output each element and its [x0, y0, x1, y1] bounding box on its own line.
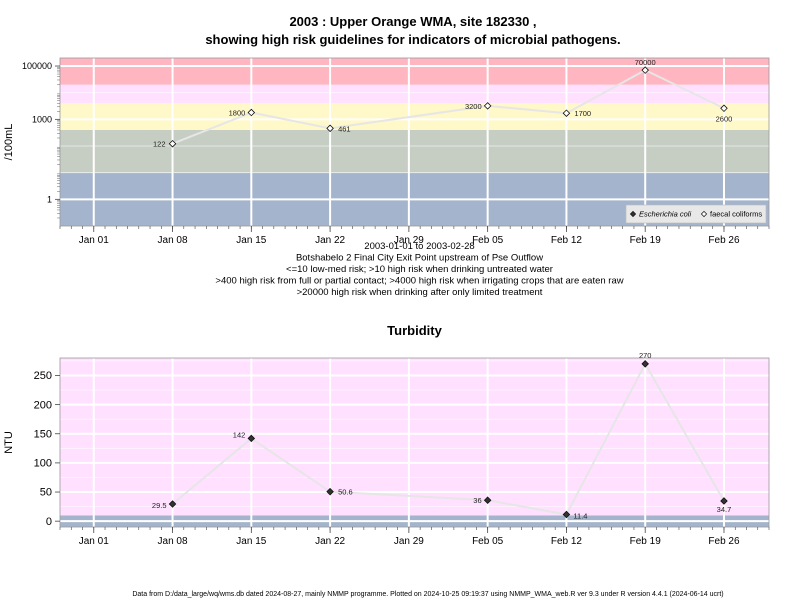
data-point — [641, 66, 649, 74]
data-point — [720, 104, 728, 113]
risk-band — [60, 84, 769, 104]
y-tick-label: 150 — [34, 428, 52, 440]
caption-line: >400 high risk from full or partial cont… — [215, 276, 623, 287]
legend-marker — [700, 210, 708, 218]
risk-band — [60, 129, 769, 173]
y-tick-label: 200 — [34, 399, 52, 411]
data-label: 270 — [639, 351, 652, 360]
data-point — [641, 360, 649, 368]
x-tick-label: Feb 05 — [472, 235, 504, 246]
caption-line: 2003-01-01 to 2003-02-28 — [364, 241, 474, 252]
panel-title: Turbidity — [387, 323, 442, 338]
data-label: 122 — [153, 140, 166, 149]
x-tick-label: Jan 29 — [394, 235, 424, 246]
y-axis-label: /100mL — [3, 124, 15, 161]
y-tick-label: 100000 — [22, 61, 52, 71]
y-tick-label: 50 — [40, 487, 52, 499]
data-point — [720, 497, 728, 505]
legend: Escherichia coli faecal coliforms — [625, 204, 767, 224]
risk-band — [60, 358, 769, 516]
data-point — [326, 487, 334, 496]
x-tick-label: Jan 01 — [79, 235, 109, 246]
data-point — [247, 434, 256, 443]
x-tick-label: Feb 19 — [630, 536, 662, 547]
x-tick-label: Jan 29 — [394, 536, 424, 547]
x-tick-label: Jan 01 — [79, 536, 109, 547]
data-label: 34.7 — [717, 505, 732, 514]
legend-marker — [629, 210, 637, 218]
legend-label: Escherichia coli — [639, 210, 691, 219]
x-tick-label: Jan 15 — [236, 536, 266, 547]
data-label: 50.6 — [338, 488, 353, 497]
data-label: 2600 — [716, 114, 733, 123]
data-point — [168, 500, 177, 508]
y-tick-label: 1 — [47, 194, 52, 204]
x-tick-label: Jan 15 — [236, 235, 266, 246]
chart-title-line2: showing high risk guidelines for indicat… — [205, 32, 620, 47]
chart-title-line1: 2003 : Upper Orange WMA, site 182330 , — [289, 14, 536, 29]
y-tick-label: 0 — [46, 516, 52, 528]
data-point — [562, 109, 571, 117]
x-tick-label: Feb 26 — [708, 235, 740, 246]
data-label: 29.5 — [152, 501, 167, 510]
legend-box — [625, 204, 767, 224]
data-label: 461 — [338, 124, 351, 133]
x-tick-label: Jan 22 — [315, 536, 345, 547]
data-label: 142 — [233, 430, 246, 439]
x-tick-label: Feb 19 — [630, 235, 662, 246]
data-point — [247, 108, 256, 117]
data-label: 70000 — [635, 58, 656, 67]
plot-frame — [59, 57, 770, 227]
caption-line: Botshabelo 2 Final City Exit Point upstr… — [296, 253, 543, 264]
x-tick-label: Jan 08 — [158, 536, 188, 547]
y-tick-label: 100 — [34, 458, 52, 470]
data-label: 11.4 — [573, 512, 587, 521]
footer-note: Data from D:/data_large/wq/wms.db dated … — [132, 591, 723, 598]
data-label: 36 — [473, 496, 481, 505]
caption-line: >20000 high risk when drinking after onl… — [297, 287, 543, 298]
data-point — [483, 102, 492, 110]
x-tick-label: Jan 22 — [315, 235, 345, 246]
y-tick-label: 250 — [34, 370, 52, 382]
y-tick-label: 1000 — [32, 114, 52, 124]
caption-line: <=10 low-med risk; >10 high risk when dr… — [286, 264, 553, 275]
data-point — [168, 139, 177, 148]
data-point — [483, 496, 492, 504]
x-tick-label: Feb 05 — [472, 536, 504, 547]
microbial-chart-panel: Jan 01 Jan 08 Jan 15 Jan 22 Jan 29 Feb 05 Feb … — [3, 57, 770, 298]
data-point — [326, 124, 334, 133]
x-tick-label: Jan 08 — [158, 235, 188, 246]
plot-frame — [59, 357, 770, 528]
risk-band — [60, 58, 769, 85]
data-point — [562, 510, 571, 519]
data-label: 3200 — [465, 102, 482, 111]
turbidity-chart-panel: Jan 01 Jan 08 Jan 15 Jan 22 Jan 29 Feb 05 Feb … — [3, 323, 770, 547]
y-axis-label: NTU — [3, 431, 15, 454]
legend-label: faecal coliforms — [710, 210, 762, 219]
data-label: 1800 — [229, 109, 246, 118]
x-tick-label: Feb 12 — [551, 536, 583, 547]
x-tick-label: Feb 12 — [551, 235, 583, 246]
x-tick-label: Feb 26 — [708, 536, 740, 547]
data-label: 1700 — [574, 109, 591, 118]
